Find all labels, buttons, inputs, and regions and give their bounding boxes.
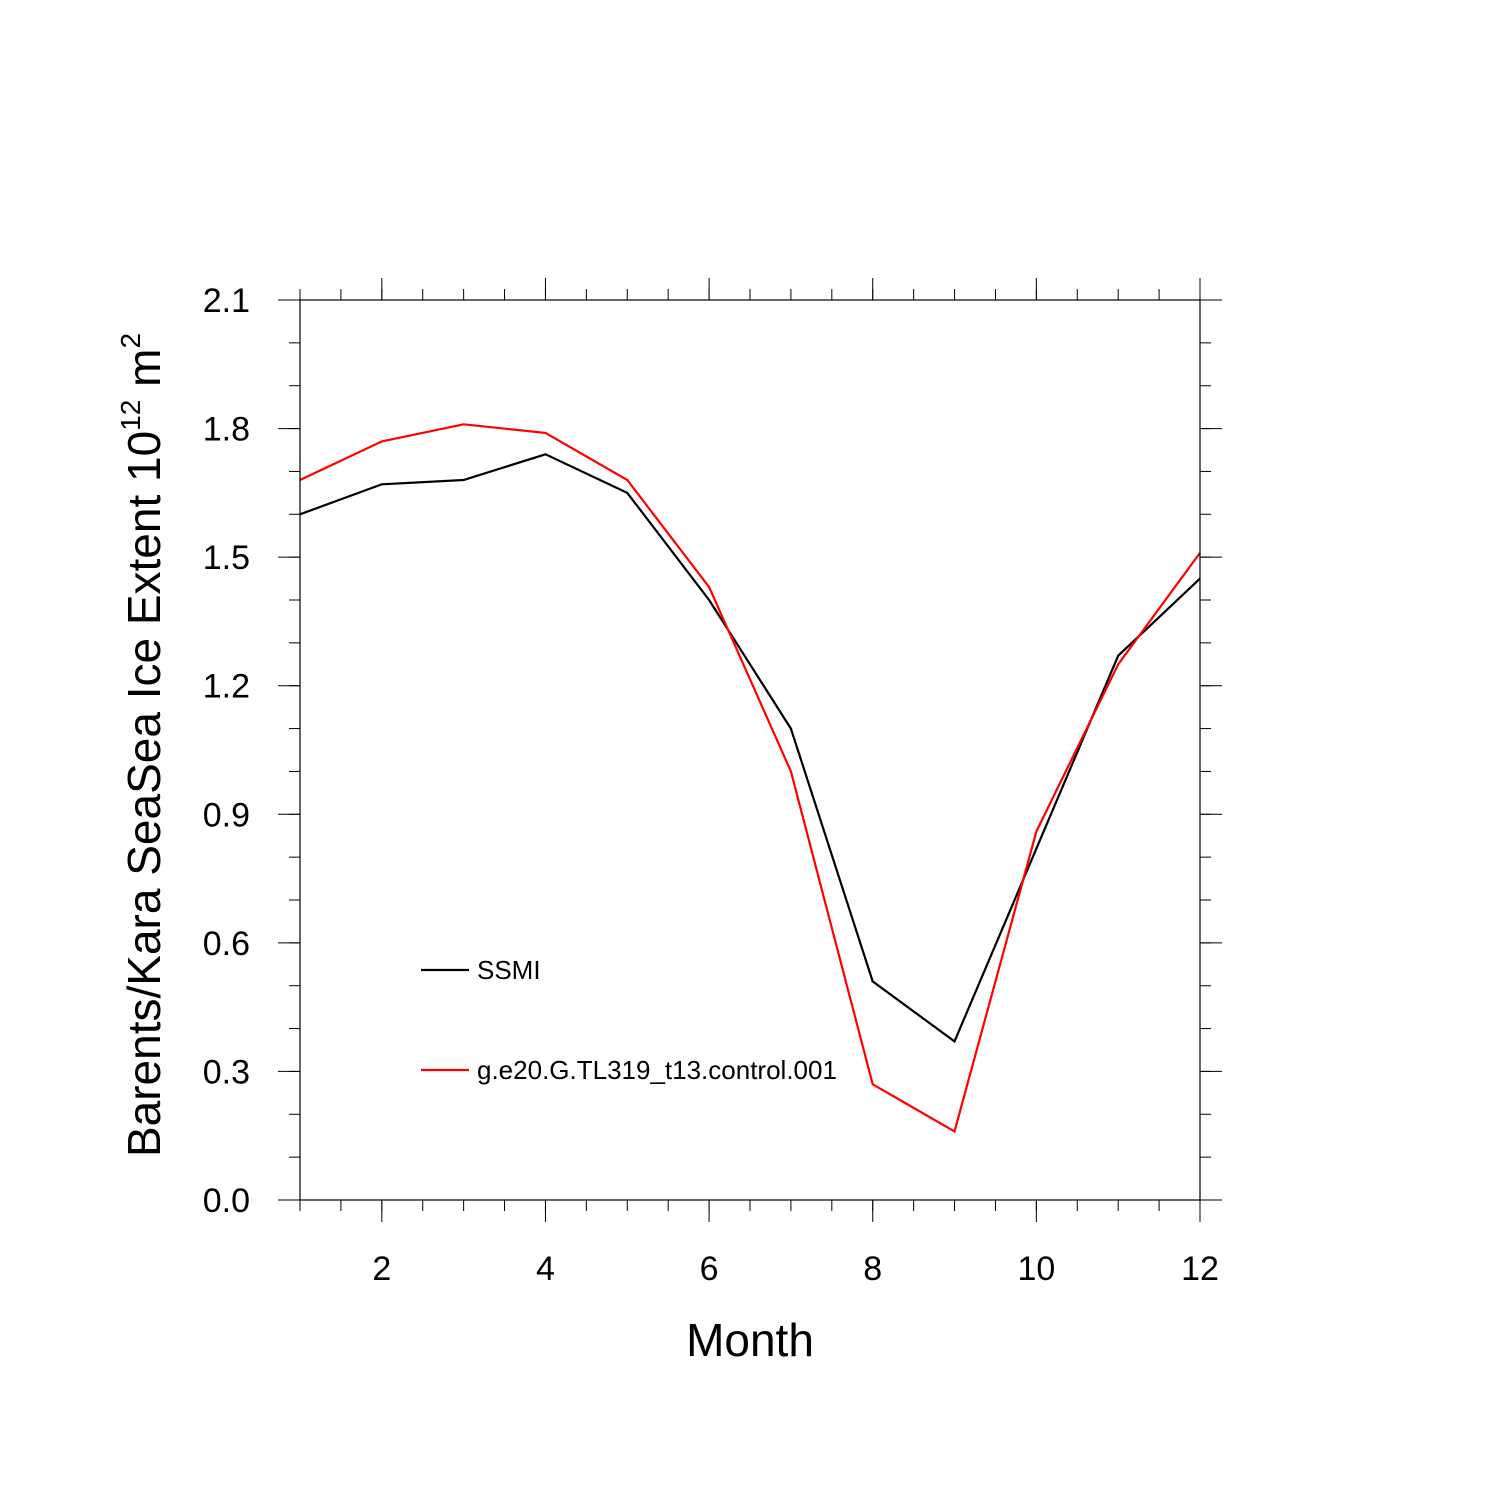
series-line-0 <box>299 453 1201 1044</box>
x-tick-label: 2 <box>372 1250 391 1288</box>
plot-frame <box>299 299 1201 1201</box>
y-tick-label: 1.2 <box>203 668 250 706</box>
x-tick-labels: 2 4 6 8 10 12 <box>372 1250 1219 1288</box>
x-tick-label: 6 <box>700 1250 719 1288</box>
legend-label-0: SSMI <box>477 955 541 985</box>
series-line-1 <box>299 423 1201 1134</box>
legend: SSMI g.e20.G.TL319_t13.control.001 <box>421 955 837 1085</box>
y-tick-label: 0.0 <box>203 1182 250 1220</box>
x-tick-label: 12 <box>1181 1250 1219 1288</box>
y-axis-title-exponent: 12 <box>115 400 146 431</box>
legend-label-1: g.e20.G.TL319_t13.control.001 <box>477 1055 837 1085</box>
y-axis-title-unit-exponent: 2 <box>115 333 146 349</box>
y-axis-title-unit: m <box>118 349 170 400</box>
y-tick-labels: 0.0 0.3 0.6 0.9 1.2 1.5 1.8 2.1 <box>203 282 250 1220</box>
y-tick-label: 1.8 <box>203 411 250 449</box>
y-tick-label: 0.3 <box>203 1053 250 1091</box>
y-axis-title: Barents/Kara SeaSea Ice Extent 1012 m2 <box>115 333 170 1157</box>
x-tick-label: 8 <box>863 1250 882 1288</box>
y-tick-label: 1.5 <box>203 539 250 577</box>
series-lines <box>299 423 1201 1134</box>
x-tick-label: 10 <box>1017 1250 1055 1288</box>
x-axis-title: Month <box>686 1314 814 1366</box>
major-ticks <box>278 278 1222 1222</box>
y-tick-label: 0.6 <box>203 925 250 963</box>
x-tick-label: 4 <box>536 1250 555 1288</box>
y-tick-label: 0.9 <box>203 796 250 834</box>
y-axis-title-prefix: Barents/Kara SeaSea Ice Extent 10 <box>118 431 170 1157</box>
y-tick-label: 2.1 <box>203 282 250 320</box>
